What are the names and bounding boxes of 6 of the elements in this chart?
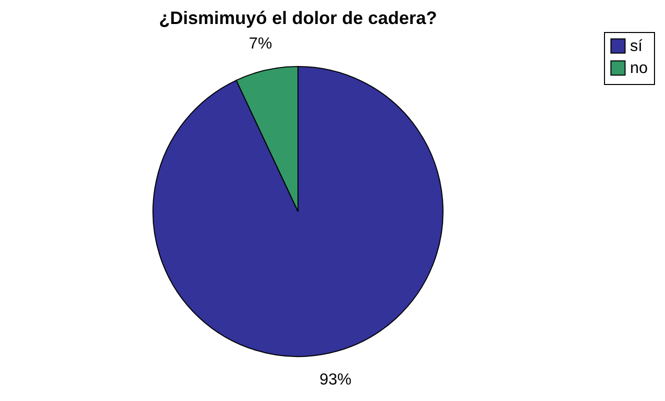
legend-label: sí [630,38,643,55]
data-label: 7% [248,36,272,53]
data-label: 93% [320,371,352,388]
legend-label: no [630,60,648,77]
pie-slice [152,66,444,357]
chart-title: ¿Dismimuyó el dolor de cadera? [158,8,438,28]
